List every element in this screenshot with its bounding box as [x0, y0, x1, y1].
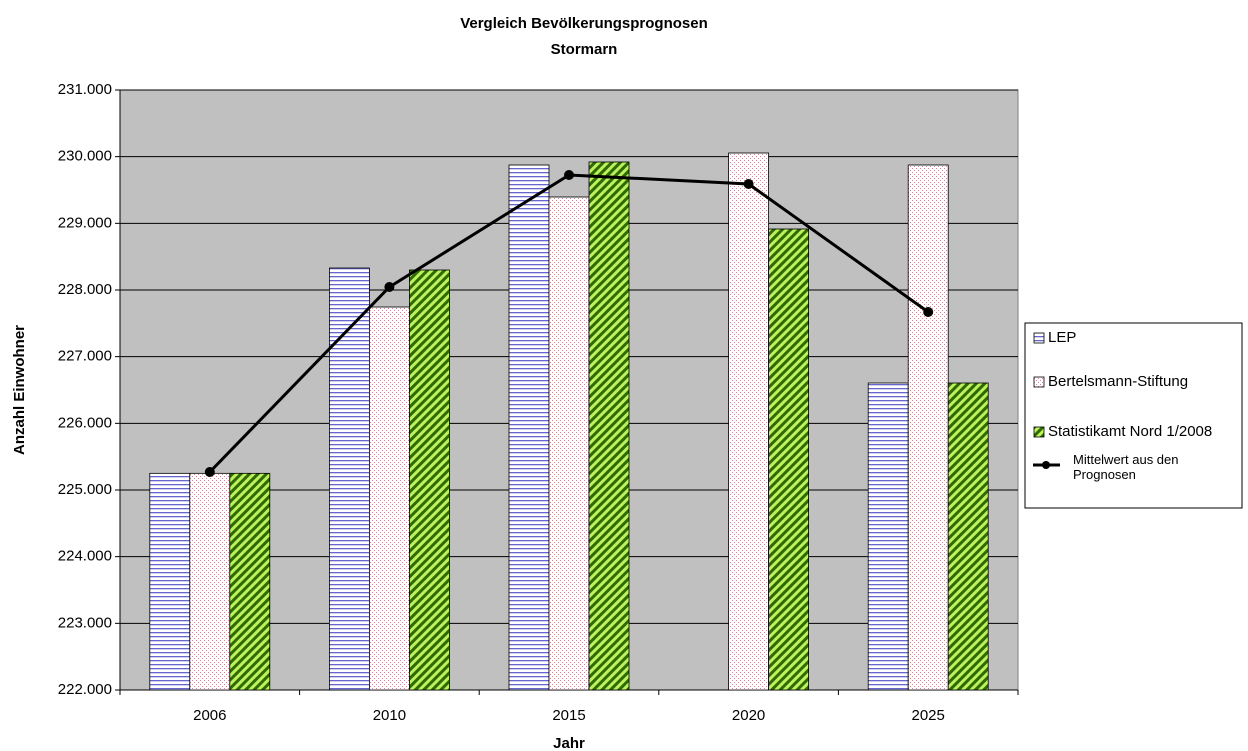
legend-swatch — [1033, 426, 1045, 438]
bar — [867, 382, 909, 691]
bar — [189, 472, 231, 691]
y-tick-label: 222.000 — [58, 681, 112, 698]
bar — [229, 472, 271, 691]
bar — [328, 267, 370, 691]
x-tick-label: 2025 — [912, 707, 945, 724]
y-tick-label: 228.000 — [58, 281, 112, 298]
bar — [947, 382, 989, 691]
y-tick-label: 231.000 — [58, 81, 112, 98]
bar — [588, 161, 630, 691]
x-tick-label: 2015 — [552, 707, 585, 724]
legend-swatch — [1033, 376, 1045, 388]
legend-label-box: Mittelwert aus den Prognosen — [1073, 452, 1179, 482]
legend-swatch — [1033, 332, 1045, 344]
legend-label: LEP — [1048, 329, 1076, 346]
bar — [728, 152, 769, 691]
x-axis-label: Jahr — [553, 735, 585, 751]
mean-marker — [384, 282, 395, 292]
legend-label: Statistikamt Nord 1/2008 — [1048, 423, 1212, 440]
bar — [508, 164, 550, 691]
chart-title: Vergleich Bevölkerungsprognosen — [460, 15, 708, 32]
y-axis-label: Anzahl Einwohner — [11, 325, 28, 455]
mean-marker — [743, 179, 754, 189]
mean-marker — [204, 467, 215, 477]
bar — [149, 472, 191, 691]
bar — [368, 306, 410, 691]
bar — [548, 196, 590, 691]
y-tick-label: 223.000 — [58, 614, 112, 631]
bar — [768, 228, 809, 691]
mean-marker — [923, 307, 934, 317]
y-tick-label: 229.000 — [58, 214, 112, 231]
x-tick-label: 2006 — [193, 707, 226, 724]
y-tick-label: 225.000 — [58, 481, 112, 498]
mean-marker — [564, 170, 574, 180]
legend-box — [1024, 322, 1243, 509]
y-tick-label: 230.000 — [58, 148, 112, 165]
x-tick-label: 2020 — [732, 707, 765, 724]
bar — [907, 164, 949, 691]
y-tick-label: 227.000 — [58, 348, 112, 365]
legend-label: Bertelsmann-Stiftung — [1048, 373, 1188, 390]
y-tick-label: 226.000 — [58, 414, 112, 431]
legend-label: Mittelwert aus den Prognosen — [1073, 452, 1179, 482]
chart-subtitle: Stormarn — [551, 41, 618, 58]
x-tick-label: 2010 — [373, 707, 406, 724]
y-tick-label: 224.000 — [58, 548, 112, 565]
bar — [408, 269, 450, 691]
legend-marker — [1042, 461, 1050, 469]
